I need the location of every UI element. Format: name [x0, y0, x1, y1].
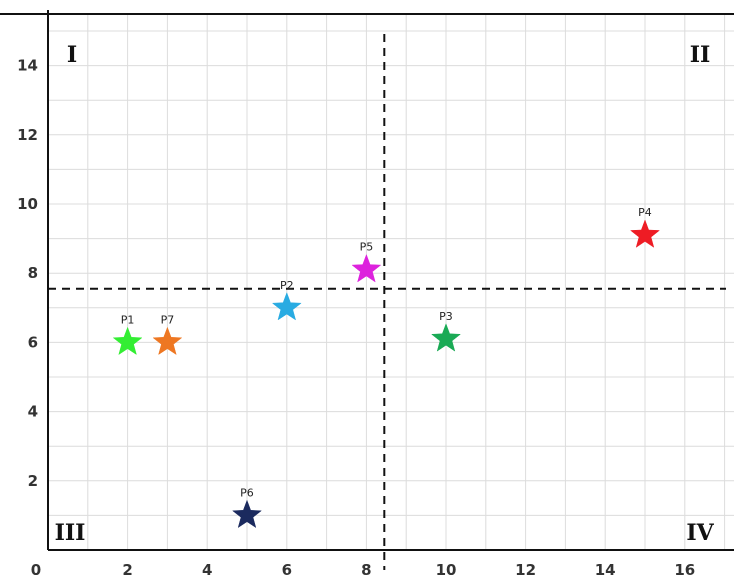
- point-label-p6: P6: [240, 486, 254, 499]
- quadrant-label: IV: [686, 520, 714, 546]
- y-tick-label: 2: [28, 472, 38, 490]
- y-tick-label: 4: [28, 403, 38, 421]
- x-tick-label: 4: [202, 561, 212, 577]
- point-label-p3: P3: [439, 310, 453, 323]
- x-tick-label: 0: [31, 561, 41, 577]
- x-tick-label: 10: [436, 561, 457, 577]
- point-label-p7: P7: [161, 313, 175, 326]
- point-marker-p1: [112, 326, 143, 356]
- point-label-p4: P4: [638, 206, 652, 219]
- x-tick-label: 16: [674, 561, 695, 577]
- data-points: P1 P2 P3 P4 P5 P6 P7: [112, 206, 660, 529]
- x-tick-label: 6: [282, 561, 292, 577]
- point-label-p1: P1: [121, 313, 135, 326]
- y-tick-label: 14: [17, 57, 38, 75]
- point-marker-p3: [431, 323, 461, 352]
- grid-layer: [47, 14, 734, 551]
- point-marker-p4: [630, 219, 660, 248]
- point-label-p2: P2: [280, 279, 294, 292]
- tick-labels: 0 2 4 6 8 10 12 14 16 2 4 6 8 10 12 14: [17, 57, 695, 577]
- quadrant-label: III: [55, 520, 86, 546]
- y-tick-label: 6: [28, 333, 38, 351]
- quadrant-label: II: [690, 42, 711, 68]
- point-marker-p6: [232, 499, 262, 529]
- y-tick-label: 8: [28, 264, 38, 282]
- point-marker-p2: [271, 292, 302, 321]
- x-tick-label: 12: [515, 561, 536, 577]
- x-tick-label: 2: [122, 561, 132, 577]
- y-tick-label: 10: [17, 195, 38, 213]
- quadrant-dividers: [48, 34, 726, 570]
- point-label-p5: P5: [360, 241, 374, 254]
- quadrant-label: I: [67, 42, 77, 68]
- point-marker-p7: [152, 326, 183, 356]
- point-marker-p5: [351, 253, 382, 283]
- y-tick-label: 12: [17, 126, 38, 144]
- x-tick-label: 14: [595, 561, 616, 577]
- x-tick-label: 8: [361, 561, 371, 577]
- axes-layer: [0, 10, 734, 551]
